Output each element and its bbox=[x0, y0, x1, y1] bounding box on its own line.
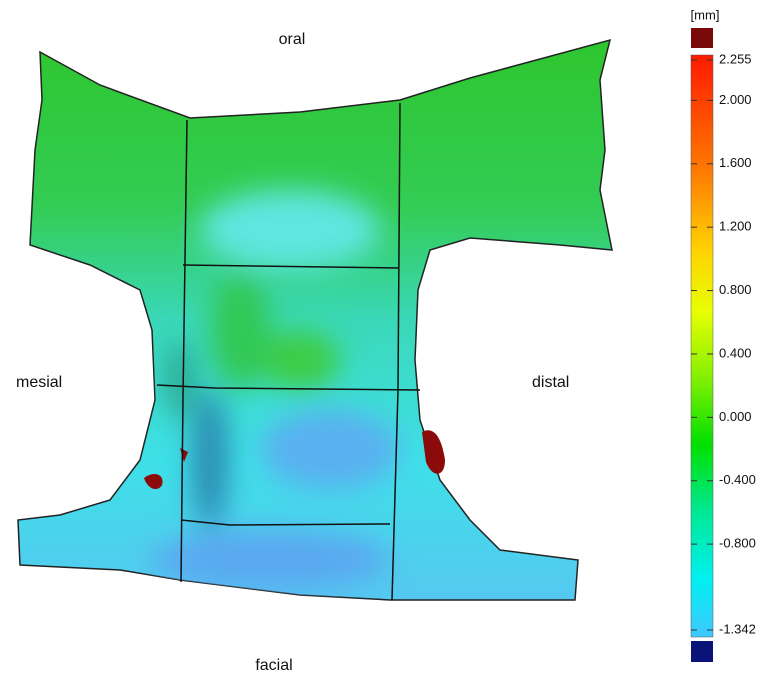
over-range-swatch bbox=[691, 28, 713, 48]
colorbar-tick-label: -0.400 bbox=[719, 472, 756, 487]
colorbar bbox=[691, 55, 713, 637]
colorbar-tick-label: -0.800 bbox=[719, 536, 756, 551]
colorbar-tick-label: 2.255 bbox=[719, 51, 752, 66]
direction-label: oral bbox=[279, 31, 306, 48]
colorbar-unit: [mm] bbox=[691, 7, 720, 22]
direction-label: mesial bbox=[16, 374, 62, 391]
page: oral mesial distal facial [mm] 2.255 2.00… bbox=[0, 0, 762, 679]
colorbar-tick-label: 1.200 bbox=[719, 219, 752, 234]
colorbar-tick-label: 1.600 bbox=[719, 155, 752, 170]
colorbar-tick-label: -1.342 bbox=[719, 621, 756, 636]
colorbar-tick-label: 0.000 bbox=[719, 409, 752, 424]
direction-label: facial bbox=[255, 657, 292, 674]
colorbar-tick-label: 0.400 bbox=[719, 345, 752, 360]
under-range-swatch bbox=[691, 641, 713, 662]
colorbar-tick-label: 0.800 bbox=[719, 282, 752, 297]
direction-label: distal bbox=[532, 374, 569, 391]
surface-map bbox=[18, 40, 612, 600]
colorbar-tick-label: 2.000 bbox=[719, 92, 752, 107]
